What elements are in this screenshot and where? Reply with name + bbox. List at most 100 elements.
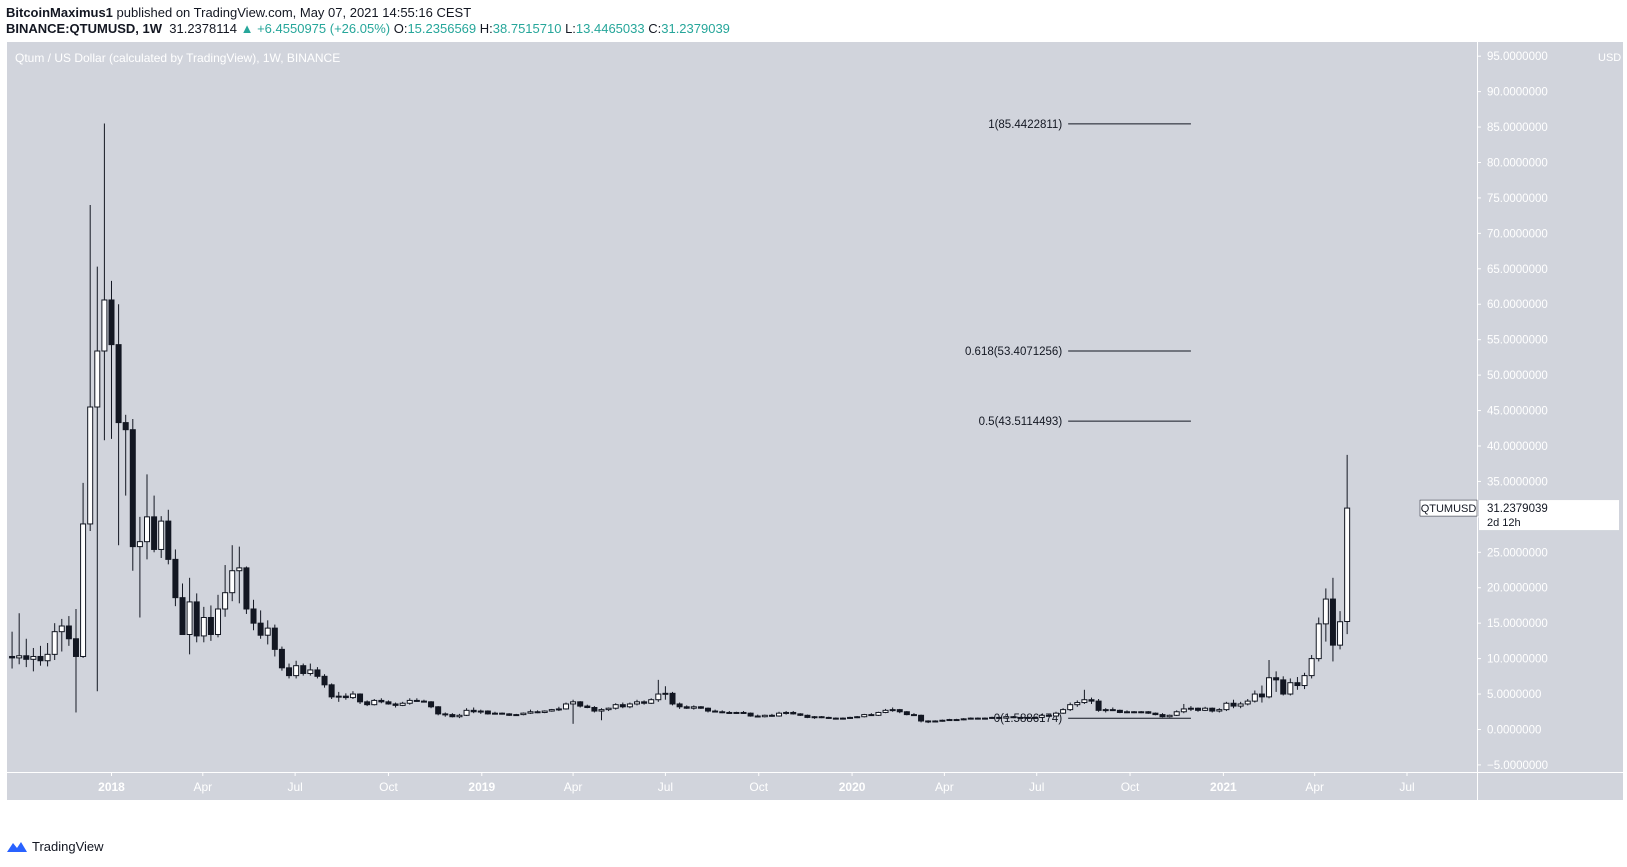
candle-body-up <box>1081 699 1088 704</box>
candle-body-up <box>1003 716 1010 719</box>
price-change: +6.4550975 (+26.05%) <box>257 21 391 36</box>
candle-body-up <box>541 710 548 713</box>
candle-body-up <box>80 523 87 657</box>
candle-body-up <box>229 570 236 594</box>
candle-body-down <box>1159 714 1166 718</box>
interval-label: , 1W <box>135 21 163 36</box>
y-tick-label: 80.0000000 <box>1487 157 1548 169</box>
y-tick-label: 15.0000000 <box>1487 618 1548 630</box>
candle-body-up <box>953 719 960 722</box>
header-published-line: BitcoinMaximus1 published on TradingView… <box>6 5 471 20</box>
candle-body-down <box>1095 700 1102 711</box>
candle-body-down <box>1209 707 1216 712</box>
candle-body-up <box>101 299 108 352</box>
candle-body-up <box>662 692 669 695</box>
candle-body-up <box>605 707 612 711</box>
candle-body-up <box>939 719 946 722</box>
candlestick-chart[interactable]: Qtum / US Dollar (calculated by TradingV… <box>7 42 1623 832</box>
low-value: 13.4465033 <box>575 21 645 36</box>
candle-body-down <box>804 714 811 718</box>
candle-body-down <box>1131 711 1138 714</box>
candle-body-down <box>506 713 513 716</box>
candle-body-up <box>1344 507 1351 622</box>
candle-body-up <box>1216 709 1223 712</box>
candle-body-up <box>562 703 569 710</box>
candle-body-down <box>392 703 399 706</box>
candle-body-down <box>747 712 754 717</box>
candle-body-up <box>1124 711 1130 714</box>
candle-body-up <box>648 699 655 704</box>
x-tick-label: 2020 <box>839 780 866 794</box>
plot-background <box>7 42 1477 772</box>
candle-body-down <box>250 608 257 624</box>
candle-body-down <box>165 520 172 560</box>
candle-body-down <box>449 714 456 718</box>
candle-body-up <box>761 714 768 718</box>
candle-body-up <box>406 699 413 704</box>
candle-body-up <box>527 711 534 714</box>
candle-body-down <box>364 701 371 706</box>
y-tick-label: 60.0000000 <box>1487 299 1548 311</box>
publisher-name[interactable]: BitcoinMaximus1 <box>6 5 113 20</box>
candle-body-down <box>768 714 775 717</box>
candle-body-up <box>847 716 854 719</box>
candle-body-down <box>676 703 683 708</box>
candle-body-down <box>428 701 435 708</box>
y-tick-label: 40.0000000 <box>1487 441 1548 453</box>
candle-body-down <box>470 709 477 713</box>
candle-body-up <box>307 669 314 674</box>
candle-body-up <box>1187 707 1194 710</box>
y-tick-label: 55.0000000 <box>1487 335 1548 347</box>
candle-body-down <box>1230 702 1237 707</box>
candle-body-up <box>570 701 577 705</box>
candle-body-up <box>1031 716 1038 719</box>
candle-body-down <box>719 711 726 714</box>
candle-body-up <box>1173 711 1180 716</box>
candle-body-down <box>179 597 186 636</box>
candle-body-down <box>925 720 932 723</box>
last-price: 31.2378114 <box>169 21 237 36</box>
candle-body-down <box>896 709 903 713</box>
candle-body-down <box>442 713 449 716</box>
candle-body-down <box>1116 709 1123 713</box>
candle-body-down <box>172 558 179 599</box>
last-price-axis-value: 31.2379039 <box>1487 503 1548 515</box>
candle-body-up <box>1287 682 1294 695</box>
candle-body-up <box>989 716 996 719</box>
candle-body-up <box>932 720 939 723</box>
candle-body-up <box>690 706 697 709</box>
candle-body-up <box>371 699 378 706</box>
candle-body-down <box>669 692 676 705</box>
close-value: 31.2379039 <box>661 21 730 36</box>
tradingview-logo-icon <box>7 841 27 852</box>
candle-body-down <box>271 627 278 650</box>
candle-body-down <box>1280 679 1287 695</box>
footer-brand-text[interactable]: TradingView <box>32 839 104 854</box>
candle-body-up <box>981 717 988 720</box>
candle-body-up <box>236 567 243 572</box>
open-value: 15.2356569 <box>407 21 477 36</box>
footer-branding: TradingView <box>6 839 104 854</box>
y-tick-label: 0.0000000 <box>1487 724 1541 736</box>
candle-body-up <box>158 520 165 550</box>
candle-body-down <box>435 706 442 715</box>
candle-body-up <box>1166 714 1173 718</box>
candle-body-down <box>413 699 420 702</box>
chart-container[interactable]: Qtum / US Dollar (calculated by TradingV… <box>7 42 1623 832</box>
chart-title: Qtum / US Dollar (calculated by TradingV… <box>15 51 340 65</box>
candle-body-down <box>420 700 427 703</box>
candle-body-down <box>499 712 506 715</box>
y-tick-label: 75.0000000 <box>1487 193 1548 205</box>
candle-body-down <box>1258 693 1265 698</box>
candle-body-down <box>1329 598 1336 646</box>
candle-body-up <box>136 541 143 548</box>
x-tick-label: Jul <box>658 780 673 794</box>
candle-body-down <box>122 422 129 431</box>
candle-body-down <box>974 717 981 720</box>
x-tick-label: Oct <box>749 780 768 794</box>
candle-body-up <box>1067 704 1074 711</box>
axis-corner <box>1477 772 1623 800</box>
candle-body-down <box>342 695 349 699</box>
candle-body-down <box>1109 709 1116 712</box>
candle-body-down <box>257 622 264 636</box>
